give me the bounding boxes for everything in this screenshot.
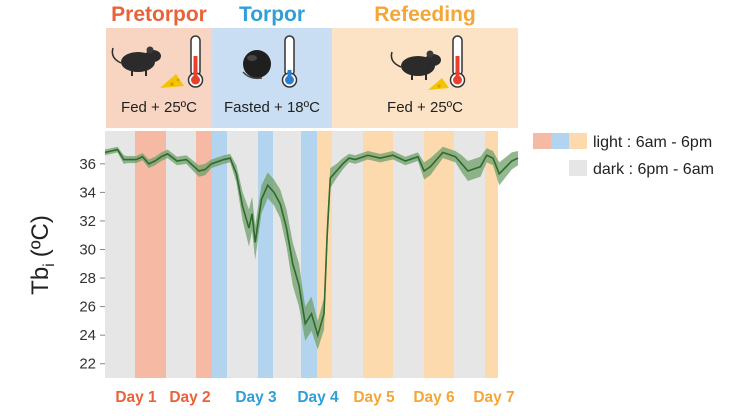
y-axis-title: Tbi (ºC) xyxy=(27,215,58,295)
band-dark-refeeding xyxy=(393,131,424,378)
y-axis: 22 24 26 28 30 32 34 36 xyxy=(79,156,105,373)
svg-text:Tbi(ºC): Tbi (ºC) xyxy=(27,215,58,295)
condition-pretorpor: Fed + 25ºC xyxy=(121,99,197,116)
band-dark-pretorpor xyxy=(166,131,196,378)
y-tick-label: 22 xyxy=(79,356,96,373)
band-light-torpor xyxy=(212,131,227,378)
legend-swatch-light-refeeding xyxy=(569,133,587,149)
band-light-pretorpor xyxy=(135,131,166,378)
temperature-series xyxy=(104,146,519,350)
thermometer-cold-icon xyxy=(281,35,298,88)
cheese-icon xyxy=(428,78,449,90)
thermometer-warm-icon xyxy=(187,35,204,88)
day-label: Day 2 xyxy=(169,389,210,406)
curled-mouse-icon xyxy=(242,50,271,80)
cheese-icon xyxy=(160,74,184,88)
y-tick-label: 24 xyxy=(79,327,96,344)
phase-header: Pretorpor Torpor Refeeding Fed + 25ºC xyxy=(106,3,518,128)
day-labels: Day 1 Day 2 Day 3 Day 4 Day 5 Day 6 Day 7 xyxy=(115,389,514,406)
band-dark-torpor xyxy=(227,131,258,378)
phase-title-refeeding: Refeeding xyxy=(374,3,476,26)
day-label: Day 4 xyxy=(297,389,339,406)
day-label: Day 7 xyxy=(473,389,514,406)
band-light-torpor xyxy=(258,131,273,378)
header-bg-torpor xyxy=(212,28,332,128)
y-tick-label: 26 xyxy=(79,299,96,316)
band-light-refeeding xyxy=(485,131,498,378)
series-mean-line xyxy=(104,148,519,339)
band-dark-pretorpor xyxy=(105,131,135,378)
legend-label-dark: dark : 6pm - 6am xyxy=(593,161,714,178)
y-tick-label: 28 xyxy=(79,270,96,287)
band-light-pretorpor xyxy=(196,131,212,378)
day-label: Day 5 xyxy=(353,389,395,406)
band-light-torpor xyxy=(301,131,317,378)
y-axis-title-unit: (ºC) xyxy=(27,215,54,257)
y-tick-label: 34 xyxy=(79,184,96,201)
phase-title-torpor: Torpor xyxy=(239,3,305,26)
day-label: Day 6 xyxy=(413,389,455,406)
day-label: Day 3 xyxy=(235,389,277,406)
legend-swatch-light-torpor xyxy=(551,133,569,149)
y-tick-label: 32 xyxy=(79,213,96,230)
mouse-eating-icon xyxy=(390,50,441,80)
mouse-eating-icon xyxy=(111,46,161,76)
legend-swatch-light-pretorpor xyxy=(533,133,551,149)
condition-refeeding: Fed + 25ºC xyxy=(387,99,463,116)
band-light-refeeding xyxy=(363,131,393,378)
legend-label-light: light : 6am - 6pm xyxy=(593,134,712,151)
light-dark-bands xyxy=(105,131,498,378)
y-tick-label: 36 xyxy=(79,156,96,173)
legend: light : 6am - 6pm dark : 6pm - 6am xyxy=(533,133,714,178)
condition-torpor: Fasted + 18ºC xyxy=(224,99,320,116)
thermometer-warm-icon xyxy=(449,35,466,88)
y-axis-title-sub: i xyxy=(41,263,58,267)
phase-title-pretorpor: Pretorpor xyxy=(111,3,207,26)
day-label: Day 1 xyxy=(115,389,157,406)
legend-swatch-dark xyxy=(569,160,587,176)
y-tick-label: 30 xyxy=(79,242,96,259)
band-dark-torpor xyxy=(273,131,301,378)
series-error-band xyxy=(105,146,518,350)
y-axis-title-main: Tb xyxy=(27,267,54,295)
